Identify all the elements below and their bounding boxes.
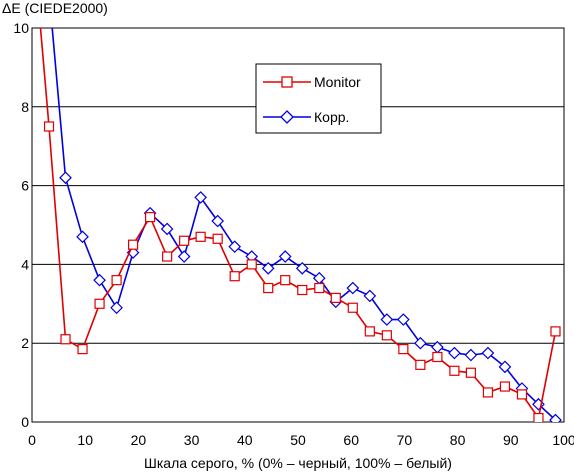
- data-point: [76, 230, 89, 244]
- data-point: [482, 387, 494, 398]
- data-point: [364, 326, 375, 337]
- x-tick-label: 60: [343, 432, 359, 448]
- data-point: [465, 367, 476, 378]
- data-point: [59, 171, 72, 185]
- legend-marker-monitor: [281, 76, 293, 88]
- data-point: [464, 348, 478, 362]
- data-point: [396, 313, 410, 326]
- data-point: [195, 231, 206, 242]
- data-point: [162, 251, 173, 262]
- legend-label-corrected: Корр.: [314, 109, 349, 125]
- x-tick-label: 100: [552, 432, 574, 448]
- data-point: [94, 298, 105, 309]
- data-series: [39, 28, 562, 422]
- data-point: [330, 292, 341, 303]
- data-point: [229, 271, 240, 282]
- data-point: [448, 346, 461, 360]
- data-point: [111, 275, 122, 286]
- x-tick-label: 10: [77, 432, 93, 448]
- x-axis-title: Шкала серого, % (0% – черный, 100% – бел…: [144, 455, 452, 471]
- data-point: [212, 233, 223, 244]
- x-tick-label: 50: [290, 432, 306, 448]
- data-point: [127, 239, 139, 250]
- data-point: [498, 360, 512, 374]
- data-point: [179, 235, 190, 246]
- legend-marker-corrected: [280, 110, 294, 124]
- x-tick-labels: 0 10 20 30 40 50 60 70 80 90 100: [28, 432, 574, 448]
- x-tick-label: 80: [450, 432, 466, 448]
- legend-label-monitor: Monitor: [314, 74, 361, 90]
- data-point: [246, 259, 257, 270]
- data-point: [312, 271, 326, 285]
- data-point: [110, 301, 123, 315]
- data-point: [347, 302, 358, 313]
- y-axis-title: ΔE (CIEDE2000): [2, 0, 108, 16]
- data-point: [414, 336, 427, 350]
- data-point: [499, 381, 511, 392]
- legend: Monitor Корр.: [255, 63, 382, 134]
- data-point: [261, 261, 275, 275]
- data-point: [280, 275, 291, 286]
- x-tick-label: 20: [131, 432, 147, 448]
- x-tick-label: 90: [503, 432, 519, 448]
- data-point: [295, 261, 309, 275]
- data-point: [363, 289, 377, 303]
- data-point: [549, 413, 562, 422]
- data-point: [381, 330, 392, 341]
- data-point: [77, 344, 88, 355]
- data-point: [398, 344, 409, 355]
- x-tick-label: 40: [237, 432, 253, 448]
- data-point: [516, 389, 528, 400]
- legend-box: [255, 63, 382, 134]
- data-point: [177, 250, 191, 263]
- data-point: [380, 313, 394, 326]
- data-point: [263, 282, 274, 294]
- data-point: [415, 359, 426, 370]
- series-0: [39, 28, 561, 422]
- data-point: [297, 284, 308, 296]
- y-tick-label: 0: [21, 414, 29, 430]
- y-tick-label: 8: [21, 99, 29, 115]
- data-point: [278, 250, 292, 263]
- x-tick-label: 70: [397, 432, 413, 448]
- y-tick-label: 4: [21, 256, 29, 272]
- data-point: [449, 365, 460, 376]
- plot-area-frame: [31, 27, 565, 423]
- data-point: [481, 346, 495, 360]
- data-point: [314, 282, 325, 294]
- data-point: [228, 240, 242, 254]
- data-point: [533, 412, 544, 422]
- y-tick-label: 2: [21, 335, 29, 351]
- data-point: [346, 281, 360, 295]
- data-point: [432, 351, 443, 363]
- data-point: [43, 121, 55, 132]
- x-tick-label: 0: [28, 432, 36, 448]
- y-tick-label: 6: [21, 178, 29, 194]
- data-point: [160, 222, 174, 236]
- data-point: [145, 212, 156, 223]
- data-point: [194, 191, 207, 204]
- data-point: [93, 273, 106, 287]
- y-tick-labels: 0 2 4 6 8 10: [13, 20, 29, 430]
- data-point: [550, 326, 561, 337]
- data-point: [211, 214, 225, 228]
- y-tick-label: 10: [13, 20, 29, 36]
- x-tick-label: 30: [184, 432, 200, 448]
- data-point: [60, 334, 71, 345]
